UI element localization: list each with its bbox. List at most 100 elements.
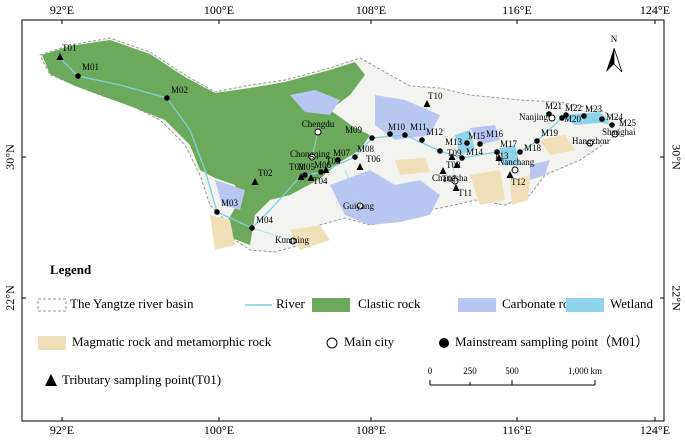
- mainstream-point: [517, 149, 523, 155]
- mainstream-label: M15: [468, 131, 486, 141]
- mainstream-label: M02: [171, 85, 188, 95]
- mainstream-point: [494, 149, 500, 155]
- tributary-point: [356, 163, 364, 170]
- lat-label: 30°N: [3, 144, 17, 170]
- clastic-rock: [42, 40, 370, 245]
- mainstream-label: M06: [314, 160, 332, 170]
- wetland: [455, 112, 610, 165]
- lat-label: 30°N: [669, 144, 683, 170]
- mainstream-point: [559, 115, 565, 121]
- tributary-label: T11: [458, 188, 472, 198]
- city: [548, 114, 556, 122]
- mainstream-label: M05: [298, 162, 316, 172]
- legend-label: Clastic rock: [358, 296, 421, 311]
- legend-label: Main city: [344, 334, 395, 349]
- mainstream-label: M09: [345, 125, 363, 135]
- city: [289, 237, 297, 245]
- mainstream-point: [335, 157, 341, 163]
- legend-swatch: [566, 298, 604, 312]
- mainstream-label: M04: [256, 215, 274, 225]
- city-label: Nanchang: [498, 157, 535, 167]
- mainstream-point: [534, 138, 540, 144]
- scale-label: 250: [463, 366, 477, 376]
- mainstream-point: [437, 148, 443, 154]
- mainstream-label: M19: [541, 128, 559, 138]
- lon-label: 116°E: [502, 3, 532, 17]
- tributary-label: T07: [442, 174, 457, 184]
- tributary-label: T12: [511, 177, 526, 187]
- mainstream-point: [75, 73, 81, 79]
- lon-label: 116°E: [502, 423, 532, 437]
- legend-title: Legend: [50, 262, 92, 277]
- mainstream-label: M01: [82, 62, 99, 72]
- lon-label: 92°E: [50, 423, 74, 437]
- mainstream-label: M25: [619, 118, 637, 128]
- legend-label: The Yangtze river basin: [70, 296, 194, 311]
- mainstream-point: [214, 209, 220, 215]
- north-arrow: [606, 48, 614, 72]
- mainstream-point: [352, 154, 358, 160]
- mainstream-point: [249, 225, 255, 231]
- city-label: Shanghai: [602, 127, 636, 137]
- mainstream-point: [464, 140, 470, 146]
- mainstream-point: [318, 169, 324, 175]
- tributary-point: [251, 178, 259, 185]
- tributary-point: [297, 173, 305, 180]
- tributary-point: [506, 171, 514, 178]
- magmatic-rock: [210, 135, 575, 250]
- lon-label: 108°E: [356, 423, 386, 437]
- city: [356, 202, 364, 210]
- tributary-point: [448, 153, 456, 160]
- mainstream-label: M17: [500, 139, 518, 149]
- city-label: Chengdu: [302, 119, 335, 129]
- tributary-point: [307, 174, 315, 181]
- tributary-point: [56, 53, 64, 60]
- tributary-label: T06: [366, 154, 381, 164]
- legend-swatch: [439, 338, 449, 348]
- mainstream-point: [302, 172, 308, 178]
- tributary-label: T04: [313, 176, 328, 186]
- mainstream-point: [609, 122, 615, 128]
- mainstream-label: M08: [357, 144, 375, 154]
- mainstream-label: M10: [388, 122, 406, 132]
- tributary-point: [439, 167, 447, 174]
- scale-label: 1,000 km: [568, 366, 602, 376]
- legend-label: Mainstream sampling point（M01）: [455, 334, 649, 349]
- mainstream-label: M21: [545, 101, 562, 111]
- city: [611, 130, 619, 138]
- tributary-label: T05: [326, 156, 341, 166]
- scale-label: 0: [428, 366, 433, 376]
- mainstream-label: M16: [486, 129, 504, 139]
- mainstream-point: [369, 135, 375, 141]
- lon-label: 108°E: [356, 3, 386, 17]
- city-label: Guiyang: [343, 201, 374, 211]
- lon-label: 100°E: [204, 3, 234, 17]
- mainstream-point: [477, 141, 483, 147]
- tributary-label: T09: [447, 148, 462, 158]
- tributary-label: T02: [258, 168, 273, 178]
- north-arrow: [613, 47, 623, 73]
- legend-label: Magmatic rock and metamorphic rock: [72, 334, 272, 349]
- lon-label: 124°E: [640, 423, 670, 437]
- legend-swatch: [38, 336, 66, 350]
- legend-label: Wetland: [610, 296, 653, 311]
- tributary-point: [452, 184, 460, 191]
- mainstream-label: M20: [564, 114, 582, 124]
- city: [451, 177, 459, 185]
- mainstream-point: [563, 112, 569, 118]
- legend-swatch: [45, 374, 57, 386]
- mainstream-label: M14: [466, 147, 484, 157]
- mainstream-point: [164, 95, 170, 101]
- tributary-label: T03: [289, 162, 304, 172]
- mainstream-label: M18: [524, 143, 542, 153]
- legend-label: River: [276, 296, 306, 311]
- tributary-point: [495, 154, 503, 161]
- mainstream-point: [581, 113, 587, 119]
- city-label: Changsha: [432, 173, 468, 183]
- city: [308, 153, 316, 161]
- mainstream-point: [546, 111, 552, 117]
- scale-label: 500: [505, 366, 519, 376]
- mainstream-label: M12: [426, 127, 443, 137]
- city: [314, 128, 322, 136]
